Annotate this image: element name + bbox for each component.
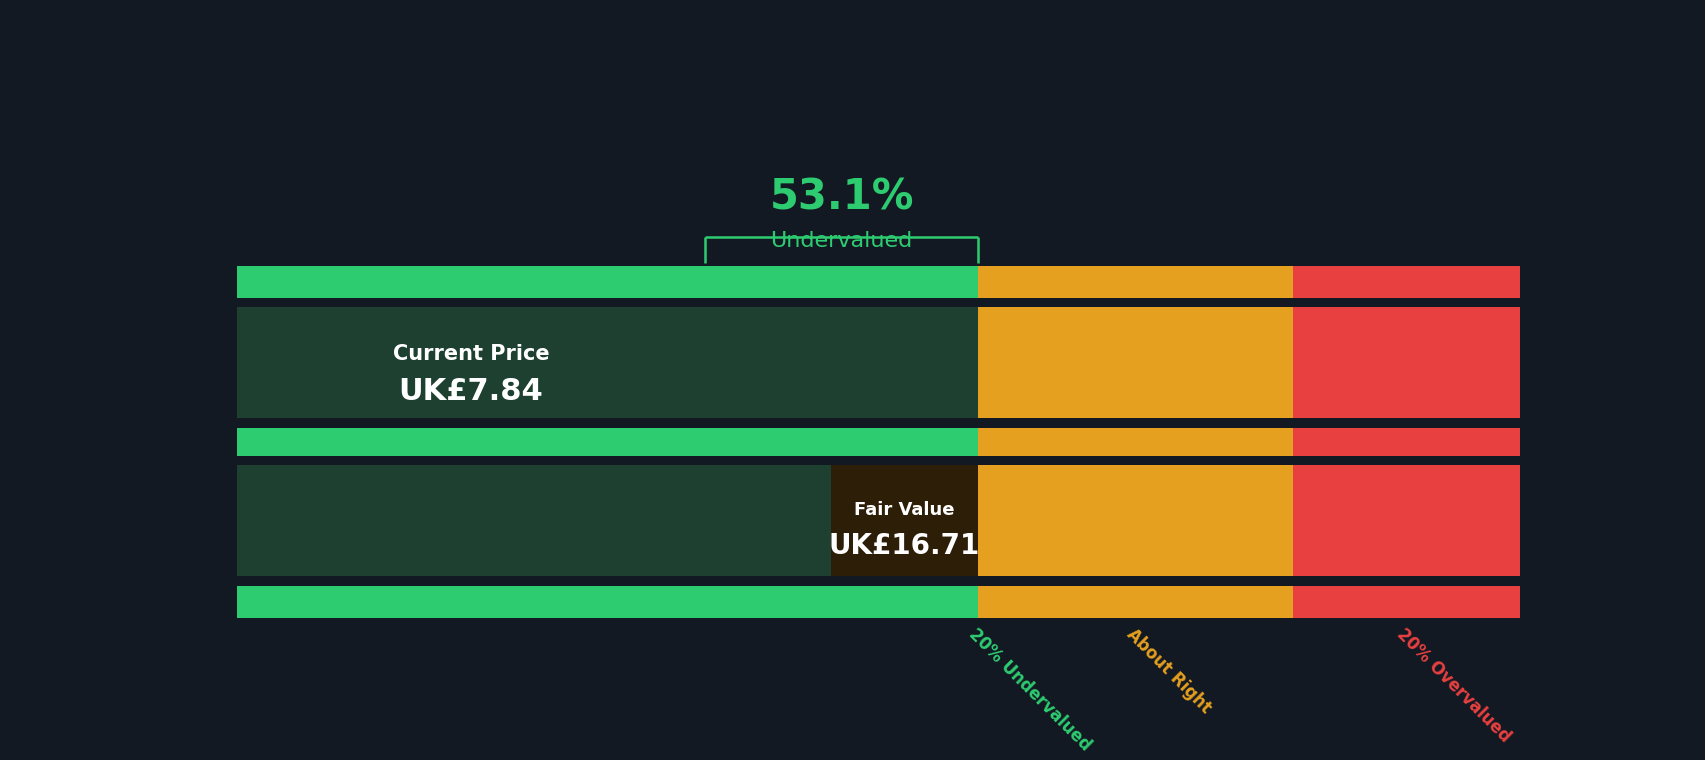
Bar (977, 307, 1292, 418)
Bar (977, 586, 1292, 618)
Text: 53.1%: 53.1% (769, 176, 914, 218)
Text: 20% Undervalued: 20% Undervalued (965, 625, 1095, 754)
Bar (237, 465, 977, 576)
Bar (977, 265, 1292, 298)
Bar (237, 307, 977, 418)
Text: Current Price: Current Price (392, 344, 549, 364)
Bar (237, 465, 977, 576)
Bar (237, 265, 977, 298)
Bar (237, 586, 977, 618)
Text: Fair Value: Fair Value (854, 501, 955, 518)
Text: 20% Overvalued: 20% Overvalued (1393, 625, 1514, 746)
Bar (237, 307, 704, 418)
Bar (1292, 586, 1519, 618)
Text: Undervalued: Undervalued (771, 231, 912, 251)
Bar (1292, 307, 1519, 418)
Text: About Right: About Right (1122, 625, 1214, 717)
Bar (830, 465, 977, 576)
Bar (977, 428, 1292, 456)
Bar (237, 307, 977, 418)
Bar (1292, 428, 1519, 456)
Bar (1292, 265, 1519, 298)
Bar (237, 428, 977, 456)
Bar (977, 465, 1292, 576)
Text: UK£7.84: UK£7.84 (399, 378, 544, 407)
Bar (1292, 465, 1519, 576)
Text: UK£16.71: UK£16.71 (829, 532, 980, 560)
